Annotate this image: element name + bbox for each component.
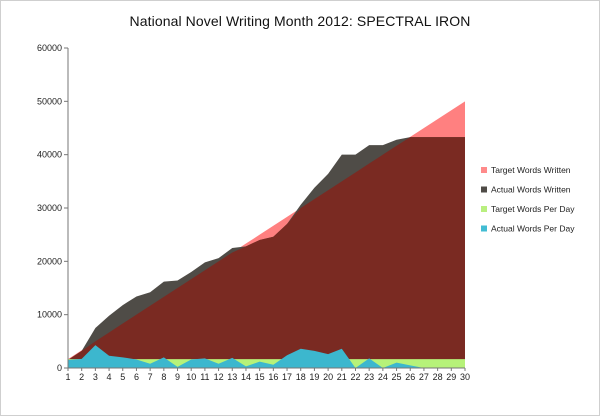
x-tick-label-27: 27 <box>419 372 429 382</box>
area-actual-words-per-day <box>68 345 465 368</box>
x-tick-label-9: 9 <box>175 372 180 382</box>
legend-label-target-words-per-day: Target Words Per Day <box>491 204 575 214</box>
y-tick-label-30000: 30000 <box>37 203 62 213</box>
chart-title: National Novel Writing Month 2012: SPECT… <box>129 13 471 29</box>
x-tick-label-19: 19 <box>309 372 319 382</box>
x-tick-label-13: 13 <box>227 372 237 382</box>
y-tick-label-0: 0 <box>57 363 62 373</box>
x-tick-label-23: 23 <box>364 372 374 382</box>
legend-label-actual-words-written: Actual Words Written <box>491 185 571 195</box>
area-overlap <box>68 137 465 368</box>
x-tick-label-10: 10 <box>186 372 196 382</box>
y-tick-label-10000: 10000 <box>37 310 62 320</box>
x-tick-label-28: 28 <box>433 372 443 382</box>
x-tick-label-24: 24 <box>378 372 388 382</box>
x-tick-label-16: 16 <box>268 372 278 382</box>
x-tick-label-29: 29 <box>446 372 456 382</box>
x-tick-label-18: 18 <box>296 372 306 382</box>
y-tick-label-50000: 50000 <box>37 96 62 106</box>
x-tick-label-4: 4 <box>107 372 112 382</box>
x-tick-label-12: 12 <box>214 372 224 382</box>
x-tick-label-20: 20 <box>323 372 333 382</box>
legend-swatch-target-words-per-day <box>481 206 487 212</box>
x-tick-label-1: 1 <box>65 372 70 382</box>
y-tick-label-20000: 20000 <box>37 256 62 266</box>
legend-swatch-actual-words-written <box>481 186 487 193</box>
legend-swatch-actual-words-per-day <box>481 225 487 232</box>
x-tick-label-30: 30 <box>460 372 470 382</box>
legend-label-actual-words-per-day: Actual Words Per Day <box>491 224 575 234</box>
x-tick-label-7: 7 <box>148 372 153 382</box>
x-tick-label-6: 6 <box>134 372 139 382</box>
x-tick-label-8: 8 <box>161 372 166 382</box>
x-tick-label-11: 11 <box>200 372 209 382</box>
x-tick-label-25: 25 <box>392 372 402 382</box>
x-tick-label-21: 21 <box>337 372 347 382</box>
x-tick-label-2: 2 <box>79 372 84 382</box>
x-tick-label-14: 14 <box>241 372 251 382</box>
legend-label-target-words-written: Target Words Written <box>491 165 571 175</box>
y-tick-label-60000: 60000 <box>37 43 62 53</box>
x-tick-label-15: 15 <box>255 372 265 382</box>
x-tick-label-26: 26 <box>405 372 415 382</box>
x-tick-label-5: 5 <box>120 372 125 382</box>
legend-swatch-target-words-written <box>481 167 487 173</box>
y-tick-label-40000: 40000 <box>37 150 62 160</box>
x-tick-label-17: 17 <box>282 372 292 382</box>
x-tick-label-3: 3 <box>93 372 98 382</box>
x-tick-label-22: 22 <box>350 372 360 382</box>
